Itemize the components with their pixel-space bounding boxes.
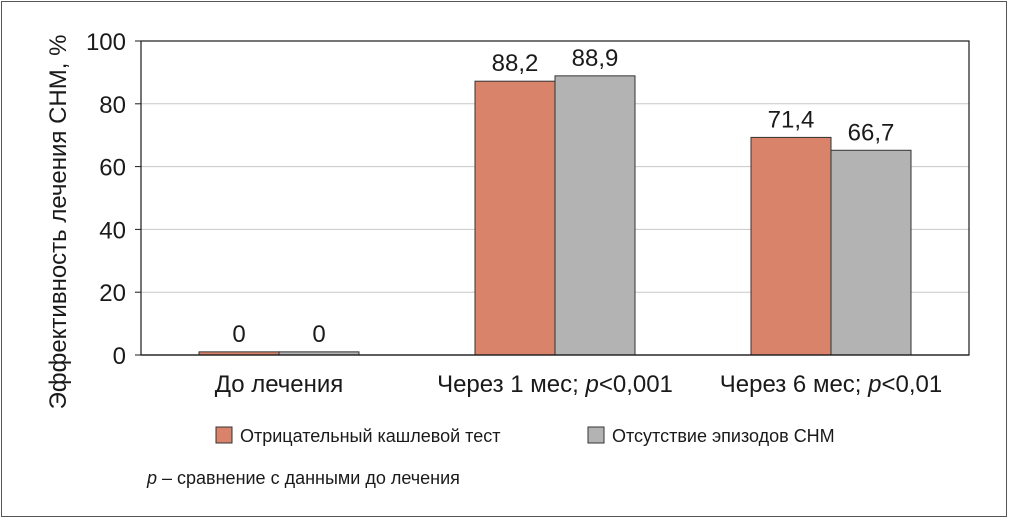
x-tick-p-symbol: p [867,371,881,398]
x-tick-p-value: <0,01 [882,371,943,398]
data-label: 88,2 [492,50,539,77]
bar [474,80,556,356]
bar [830,149,912,356]
x-tick-p-symbol: p [584,371,598,398]
y-tick-label: 0 [113,343,126,370]
legend-label: Отсутствие эпизодов СНМ [612,426,835,446]
bars [198,75,912,356]
y-tick-label: 80 [99,92,126,119]
y-axis-label: Эффективность лечения СНМ, % [45,35,72,410]
data-label: 0 [232,321,245,348]
x-tick-label: Через 6 мес; p<0,01 [720,371,942,398]
y-tick-label: 60 [99,155,126,182]
x-tick-labels: До лечения Через 1 мес; p<0,001 Через 6 ме… [215,371,943,398]
legend: Отрицательный кашлевой тест Отсутствие эп… [215,426,835,446]
y-tick-label: 100 [86,29,126,56]
x-tick-text: Через 1 мес; [437,371,585,398]
data-label: 0 [312,321,325,348]
data-label: 71,4 [768,106,815,133]
bar [750,136,832,356]
y-tick-label: 20 [99,280,126,307]
x-tick-p-value: <0,001 [599,371,673,398]
x-tick-label: До лечения [215,371,344,398]
x-tick-text: До лечения [215,371,344,398]
axes [135,40,970,356]
legend-swatch [587,426,605,444]
data-label: 88,9 [572,45,619,72]
y-tick-labels: 0 20 40 60 80 100 [86,29,126,370]
legend-label: Отрицательный кашлевой тест [240,426,500,446]
data-labels: 0 0 88,2 88,9 71,4 66,7 [232,45,894,348]
data-label: 66,7 [848,119,895,146]
y-tick-label: 40 [99,217,126,244]
footnote-p-symbol: p [147,468,158,488]
footnote: p – сравнение с данными до лечения [147,468,460,489]
bar [554,75,636,356]
legend-swatch [215,426,233,444]
x-tick-label: Через 1 мес; p<0,001 [437,371,673,398]
footnote-text: – сравнение с данными до лечения [157,468,460,488]
x-tick-text: Через 6 мес; [720,371,868,398]
